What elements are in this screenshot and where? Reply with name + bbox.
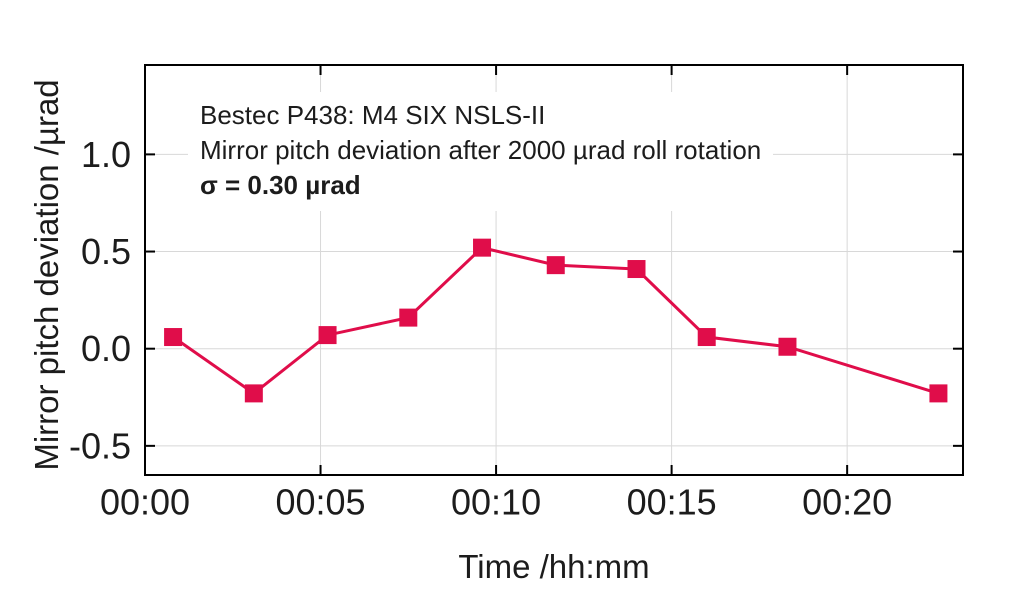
annotation-sigma-value: σ = 0.30 µrad <box>200 170 361 200</box>
x-axis-label: Time /hh:mm <box>458 548 650 585</box>
series-marker <box>697 328 716 347</box>
series-marker <box>546 256 565 275</box>
series-marker <box>399 308 418 327</box>
x-tick-label: 00:10 <box>451 481 541 522</box>
axes-frame <box>144 64 964 476</box>
series-marker <box>164 328 183 347</box>
annotation-line-1: Bestec P438: M4 SIX NSLS-II <box>200 100 546 130</box>
y-tick-label: 0.5 <box>81 231 131 272</box>
annotation-line-2: Mirror pitch deviation after 2000 µrad r… <box>200 135 762 165</box>
y-tick-label: 0.0 <box>81 328 131 369</box>
y-tick-label: -0.5 <box>69 425 131 466</box>
y-tick-label: 1.0 <box>81 134 131 175</box>
y-axis-label: Mirror pitch deviation /µrad <box>28 79 65 471</box>
x-tick-label: 00:00 <box>100 481 190 522</box>
x-tick-label: 00:20 <box>802 481 892 522</box>
x-tick-label: 00:15 <box>627 481 717 522</box>
chart-annotation: Bestec P438: M4 SIX NSLS-II Mirror pitch… <box>188 92 774 211</box>
series-marker <box>929 384 948 403</box>
x-tick-label: 00:05 <box>275 481 365 522</box>
series-marker <box>473 238 492 257</box>
series-marker <box>778 337 797 356</box>
series-marker <box>627 260 646 279</box>
series-marker <box>318 326 337 345</box>
series-line <box>172 246 939 396</box>
series-marker <box>244 384 263 403</box>
